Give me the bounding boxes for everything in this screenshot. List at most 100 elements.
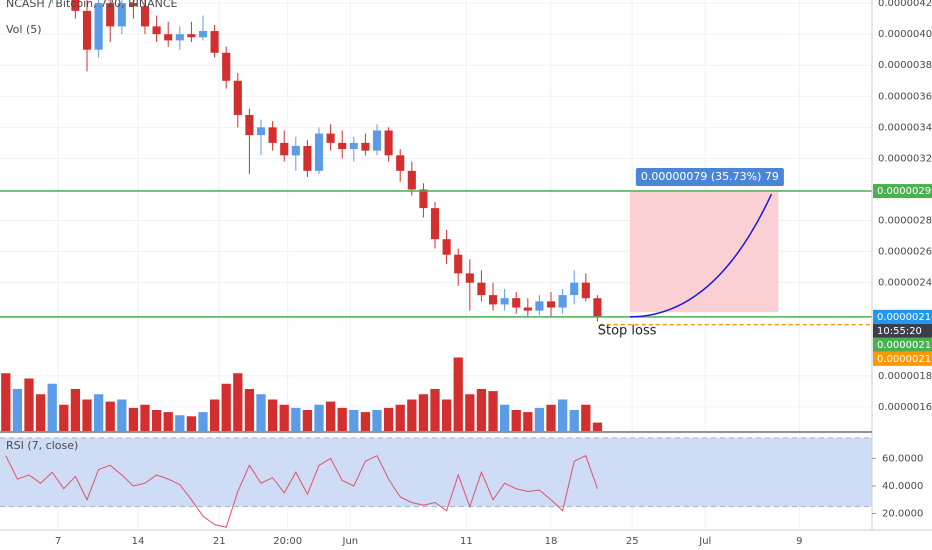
volume-bar xyxy=(82,399,92,431)
x-tick-label: 25 xyxy=(626,536,639,547)
volume-bar xyxy=(175,415,185,431)
volume-bar xyxy=(105,401,115,431)
countdown-label-box xyxy=(873,323,932,338)
volume-bar xyxy=(233,373,243,431)
volume-bar xyxy=(523,412,533,431)
volume-bar xyxy=(546,404,556,431)
candle-body xyxy=(500,298,509,305)
volume-bar xyxy=(581,404,591,431)
price-line-label: 0.00000213 xyxy=(877,354,932,365)
x-tick-label: Jul xyxy=(698,536,711,547)
candle-body xyxy=(140,6,150,27)
x-tick-label: 20:00 xyxy=(273,536,302,547)
candle-body xyxy=(71,0,80,11)
candle-body xyxy=(558,295,567,308)
candle-body xyxy=(442,239,451,255)
volume-bar xyxy=(499,404,510,431)
candle-body xyxy=(129,3,138,7)
price-line-label-box xyxy=(873,184,932,199)
candle-body xyxy=(338,142,347,150)
volume-bar xyxy=(70,389,81,431)
volume-bar xyxy=(383,407,394,431)
annotation: Stop loss xyxy=(598,323,657,338)
candle-body xyxy=(570,282,579,296)
x-tick-label: 9 xyxy=(796,536,802,547)
candle-body xyxy=(546,301,556,308)
x-tick-label: Jun xyxy=(342,536,359,547)
price-line-label-box xyxy=(873,351,932,366)
chart-title: NCASH / Bitcoin, 720, BINANCE xyxy=(6,0,178,10)
rsi-legend: RSI (7, close) xyxy=(6,439,78,452)
volume-bar xyxy=(534,407,545,431)
rsi-tick-label: 40.0000 xyxy=(882,481,923,492)
volume-bar xyxy=(465,394,475,431)
candle-body xyxy=(187,34,196,38)
volume-bar xyxy=(418,394,429,431)
candle-body xyxy=(106,3,115,27)
volume-bar xyxy=(186,416,197,431)
volume-bar xyxy=(314,404,324,431)
volume-bar xyxy=(140,404,150,431)
volume-bar xyxy=(59,404,69,431)
candle-body xyxy=(419,189,428,209)
volume-bar xyxy=(1,373,11,431)
price-line-label-box xyxy=(873,337,932,352)
candle-body xyxy=(256,127,266,136)
volume-bar xyxy=(267,399,278,431)
countdown-label: 10:55:20 xyxy=(877,326,922,337)
volume-bar xyxy=(441,399,452,431)
candle-body xyxy=(581,282,590,299)
volume-bar xyxy=(360,412,371,431)
volume-bar xyxy=(12,389,23,431)
volume-bar xyxy=(325,401,336,431)
x-tick-label: 11 xyxy=(460,536,473,547)
candle-body xyxy=(535,301,544,311)
volume-bar xyxy=(24,378,34,431)
volume-bar xyxy=(592,422,603,431)
candle-body xyxy=(454,254,463,274)
candle-body xyxy=(361,142,370,151)
projection-box xyxy=(629,191,779,313)
candle-body xyxy=(291,145,300,156)
volume-bar xyxy=(395,404,405,431)
candle-body xyxy=(593,298,602,317)
x-tick-label: 21 xyxy=(213,536,226,547)
candle-body xyxy=(210,31,219,53)
volume-bar xyxy=(117,399,127,431)
candle-body xyxy=(488,295,498,305)
candle-body xyxy=(314,133,324,171)
volume-legend: Vol (5) xyxy=(6,23,42,36)
volume-bar xyxy=(349,410,359,431)
projection-curve xyxy=(629,193,773,318)
rsi-tick-label: 60.0000 xyxy=(882,453,923,464)
rsi-line xyxy=(5,455,598,528)
candle-body xyxy=(477,282,486,296)
projection-label-box xyxy=(635,168,784,187)
volume-bar xyxy=(488,391,498,431)
volume-bar xyxy=(279,404,289,431)
candle-body xyxy=(523,307,532,311)
candle-body xyxy=(280,142,289,156)
candle-body xyxy=(94,3,103,50)
volume-bar xyxy=(47,383,57,431)
candle-body xyxy=(465,273,474,283)
candle-body xyxy=(396,155,405,171)
volume-bar xyxy=(476,389,487,431)
x-tick-label: 14 xyxy=(132,536,145,547)
candle-body xyxy=(349,142,358,150)
candle-body xyxy=(152,26,161,35)
price-line-label: 0.00000218 xyxy=(877,340,932,351)
volume-bar xyxy=(337,407,347,431)
last-price-label-box xyxy=(873,309,932,324)
volume-bar xyxy=(209,399,220,431)
volume-bar xyxy=(372,410,382,431)
volume-bar xyxy=(291,407,301,431)
